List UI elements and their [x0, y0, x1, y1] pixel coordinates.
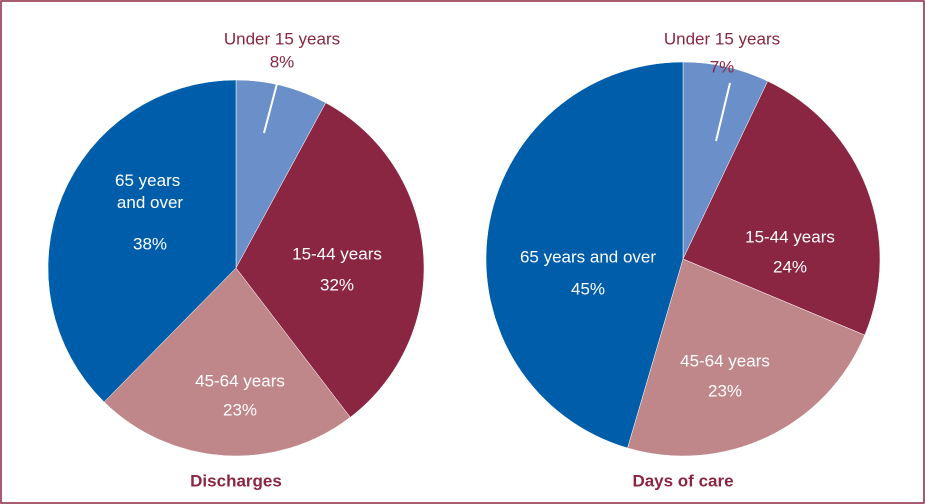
value-label: 23%: [223, 400, 257, 419]
pie-slice: [627, 258, 866, 457]
pie-slice: [682, 80, 881, 336]
slice-label: 65 years and over: [520, 247, 656, 266]
value-label: 32%: [320, 275, 354, 294]
value-label: 8%: [270, 52, 295, 71]
leader-line: [715, 82, 731, 142]
slice-label: 45-64 years: [680, 351, 770, 370]
value-label: 24%: [773, 257, 807, 276]
pie-slice: [235, 79, 327, 269]
value-label: 7%: [710, 57, 735, 76]
slice-label: Under 15 years: [224, 29, 340, 48]
value-label: 38%: [133, 234, 167, 253]
pie-slice: [47, 79, 237, 403]
slice-label: 15-44 years: [745, 227, 835, 246]
chart-title: Discharges: [190, 471, 282, 490]
pie-slice: [103, 267, 351, 457]
slice-label: 15-44 years: [292, 244, 382, 263]
slice-label: 45-64 years: [195, 371, 285, 390]
chart-title: Days of care: [632, 471, 733, 490]
slice-label: Under 15 years: [664, 29, 780, 48]
value-label: 45%: [571, 279, 605, 298]
leader-line: [263, 75, 280, 134]
slice-label: 65 years and over: [115, 171, 185, 212]
value-label: 23%: [708, 381, 742, 400]
pie-slice: [235, 102, 425, 418]
pie-slice: [485, 61, 684, 449]
